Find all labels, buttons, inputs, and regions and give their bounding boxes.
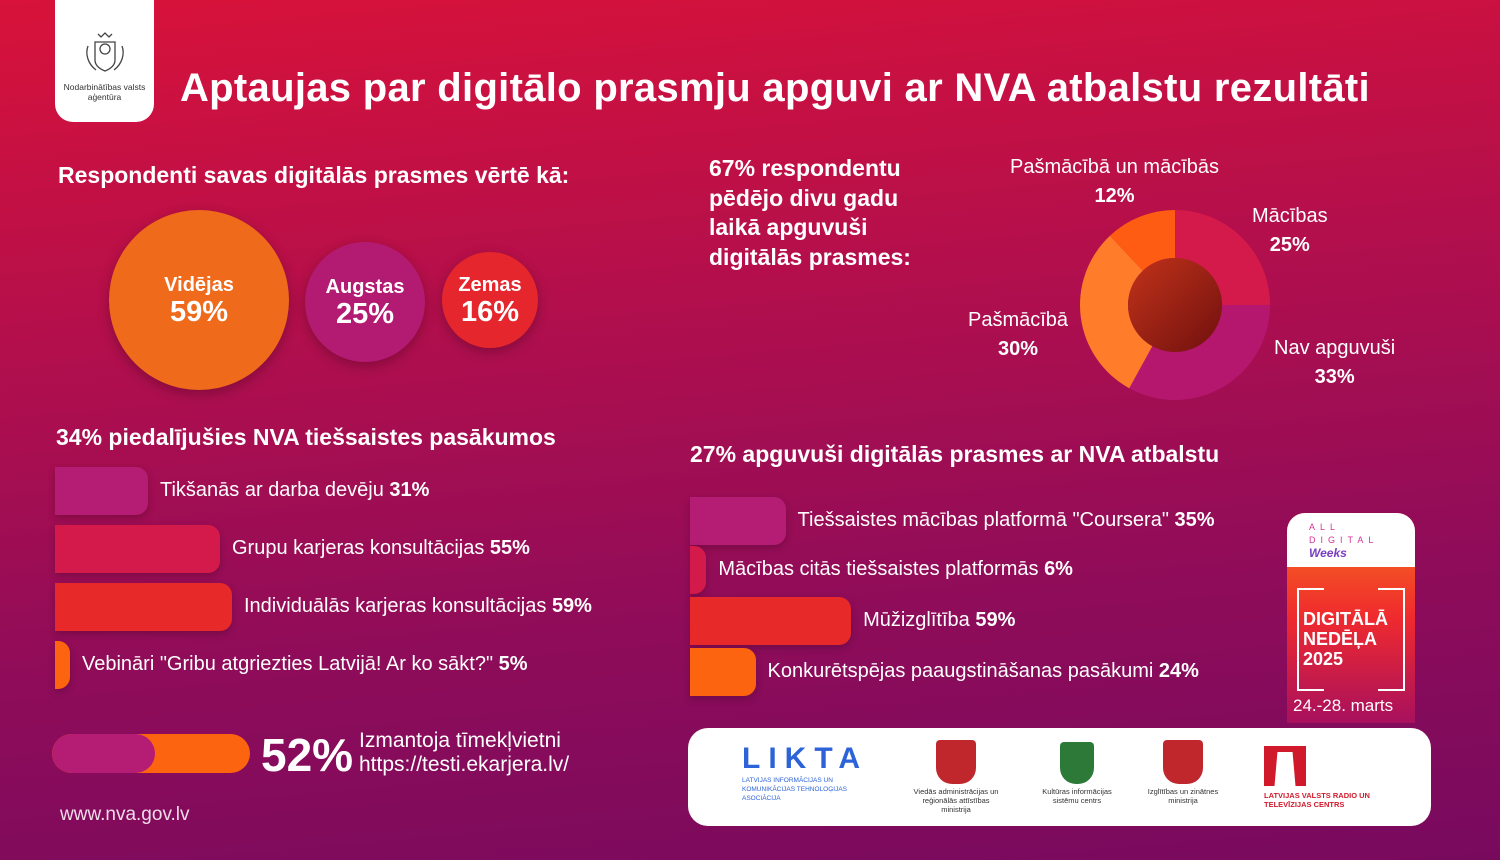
website-use-bar xyxy=(52,734,250,773)
bar xyxy=(55,641,70,689)
donut-center xyxy=(1128,258,1222,352)
bar-label: Mācības citās tiešsaistes platformās 6% xyxy=(718,558,1073,580)
bar-label: Individuālās karjeras konsultācijas 59% xyxy=(244,595,592,617)
bar-label: Konkurētspējas paaugstināšanas pasākumi … xyxy=(767,660,1199,682)
donut-chart xyxy=(1080,210,1270,400)
donut-segment xyxy=(1175,210,1270,305)
page-title: Aptaujas par digitālo prasmju apguvi ar … xyxy=(180,66,1370,110)
donut-segment xyxy=(1109,210,1175,271)
partner-varam: Viedās administrācijas un reģionālās att… xyxy=(910,740,1002,814)
donut-label-courses: Mācības 25% xyxy=(1252,205,1328,256)
bar xyxy=(55,583,232,631)
circle-low: Zemas 16% xyxy=(442,252,538,348)
bar xyxy=(55,467,148,515)
bar-label: Tikšanās ar darba devēju 31% xyxy=(160,479,430,501)
donut-label-mixed: Pašmācībā un mācībās 12% xyxy=(1010,156,1219,207)
website-use-percent: 52% xyxy=(261,729,354,781)
website-link[interactable]: https://testi.ekarjera.lv/ xyxy=(359,753,570,776)
partner-lvrtc: LATVIJAS VALSTS RADIO UN TELEVĪZIJAS CEN… xyxy=(1264,746,1394,809)
nva-logo: Nodarbinātības valsts aģentūra xyxy=(55,0,154,122)
bar-label: Vebināri "Gribu atgriezties Latvijā! Ar … xyxy=(82,653,528,675)
logo-text: Nodarbinātības valsts aģentūra xyxy=(63,82,146,102)
events-heading: 34% piedalījušies NVA tiešsaistes pasāku… xyxy=(56,424,556,450)
footer-url[interactable]: www.nva.gov.lv xyxy=(60,804,190,825)
bar-label: Grupu karjeras konsultācijas 55% xyxy=(232,537,530,559)
partner-kis: Kultūras informācijas sistēmu centrs xyxy=(1034,742,1120,805)
circle-average: Vidējas 59% xyxy=(109,210,289,390)
nva-support-heading: 27% apguvuši digitālās prasmes ar NVA at… xyxy=(690,441,1220,467)
website-use-fill xyxy=(52,734,155,773)
partner-likta: LIKTA LATVIJAS INFORMĀCIJAS UN KOMUNIKĀCI… xyxy=(742,742,869,802)
donut-segment xyxy=(1129,305,1270,400)
partners-strip: LIKTA LATVIJAS INFORMĀCIJAS UN KOMUNIKĀCI… xyxy=(688,728,1431,826)
digital-week-badge: ALL DIGITAL Weeks DIGITĀLĀ NEDĒĻA 2025 24.-2… xyxy=(1287,513,1415,723)
donut-heading: 67% respondentu pēdējo divu gadu laikā a… xyxy=(709,155,911,270)
bar-label: Mūžizglītība 59% xyxy=(863,609,1016,631)
donut-label-self: Pašmācībā 30% xyxy=(968,309,1069,360)
bar xyxy=(690,546,707,594)
bar xyxy=(55,525,220,573)
donut-segment xyxy=(1080,235,1153,389)
partner-izm: Izglītības un zinātnes ministrija xyxy=(1140,740,1226,805)
self-assessment-heading: Respondenti savas digitālās prasmes vērt… xyxy=(58,162,570,188)
website-use-text: Izmantoja tīmekļvietni https://testi.ekar… xyxy=(359,729,570,776)
donut-label-none: Nav apguvuši 33% xyxy=(1274,337,1396,388)
bar xyxy=(690,497,786,545)
bar-label: Tiešsaistes mācības platformā "Coursera"… xyxy=(797,509,1215,531)
circle-high: Augstas 25% xyxy=(305,242,425,362)
bar xyxy=(690,648,756,696)
coat-of-arms-icon xyxy=(85,32,124,72)
bar xyxy=(690,597,852,645)
